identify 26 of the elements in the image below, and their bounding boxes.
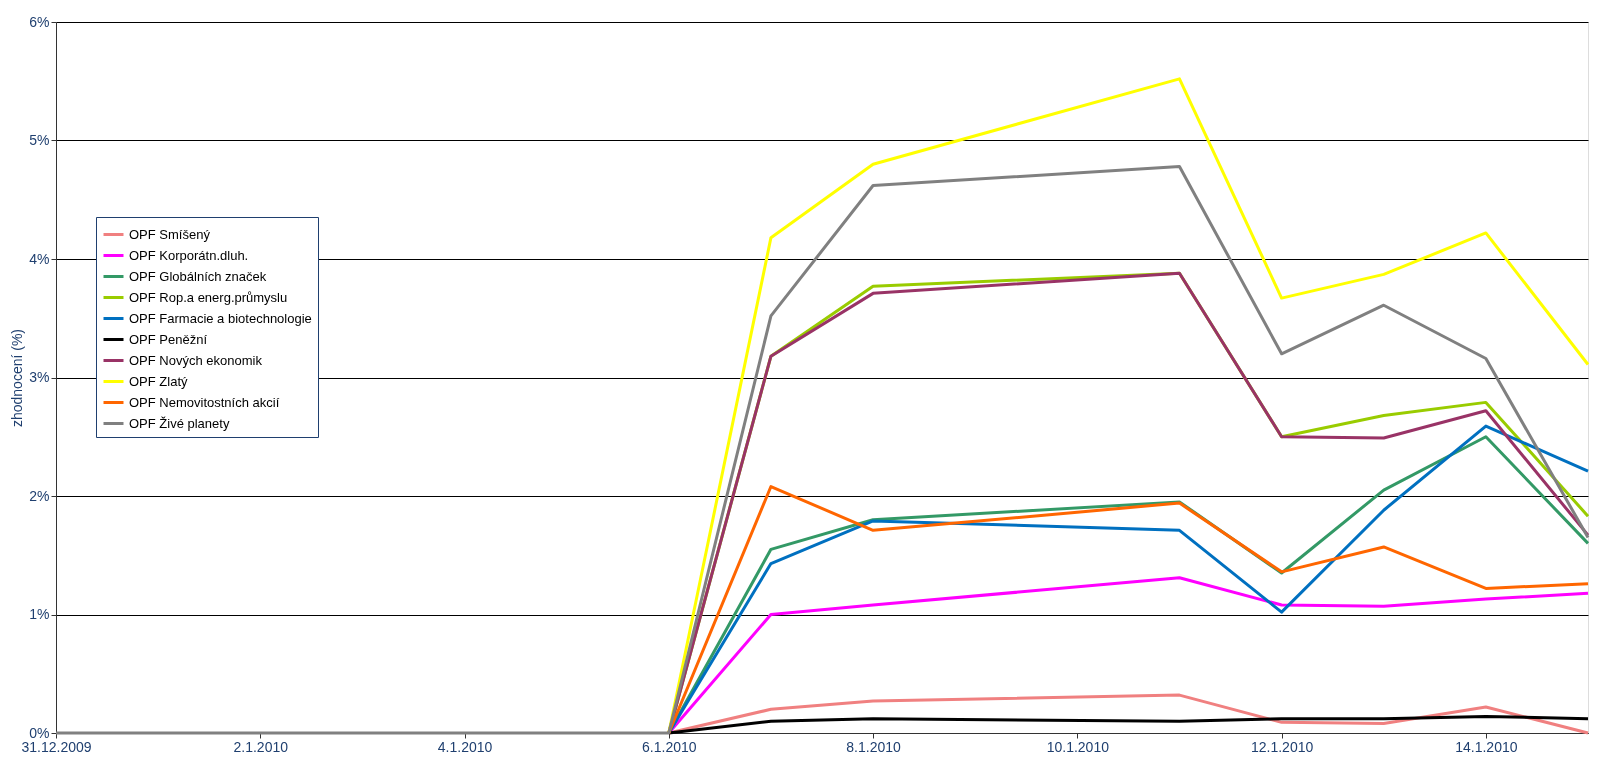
x-tick-label: 10.1.2010 (1046, 738, 1110, 755)
y-axis-title: zhodnocení (%) (9, 328, 26, 428)
legend-label: OPF Rop.a energ.průmyslu (129, 289, 288, 305)
legend-label: OPF Peněžní (129, 331, 208, 347)
x-tick-label: 6.1.2010 (642, 738, 697, 755)
y-tick-label: 3% (29, 369, 50, 385)
x-tick-label: 8.1.2010 (846, 738, 902, 755)
legend-label: OPF Smíšený (129, 226, 211, 242)
x-tick-label: 4.1.2010 (437, 738, 493, 755)
legend-label: OPF Zlatý (129, 373, 189, 389)
y-tick-label: 0% (29, 724, 50, 741)
y-tick-label: 2% (29, 487, 50, 504)
y-tick-label: 6% (29, 13, 50, 30)
x-tick-label: 31.12.2009 (21, 738, 92, 755)
x-tick-label: 2.1.2010 (233, 738, 289, 755)
x-tick-label: 14.1.2010 (1455, 738, 1518, 755)
y-tick-label: 4% (29, 250, 50, 267)
x-tick-label: 12.1.2010 (1250, 738, 1314, 755)
legend-label: OPF Korporátn.dluh. (129, 247, 249, 263)
y-tick-label: 5% (29, 132, 50, 148)
legend-label: OPF Farmacie a biotechnologie (129, 310, 312, 326)
legend-label: OPF Nemovitostních akcií (129, 394, 280, 410)
y-tick-label: 1% (29, 606, 50, 622)
legend-label: OPF Globálních značek (129, 268, 267, 284)
legend-label: OPF Živé planety (129, 415, 230, 431)
legend-label: OPF Nových ekonomik (129, 352, 263, 368)
